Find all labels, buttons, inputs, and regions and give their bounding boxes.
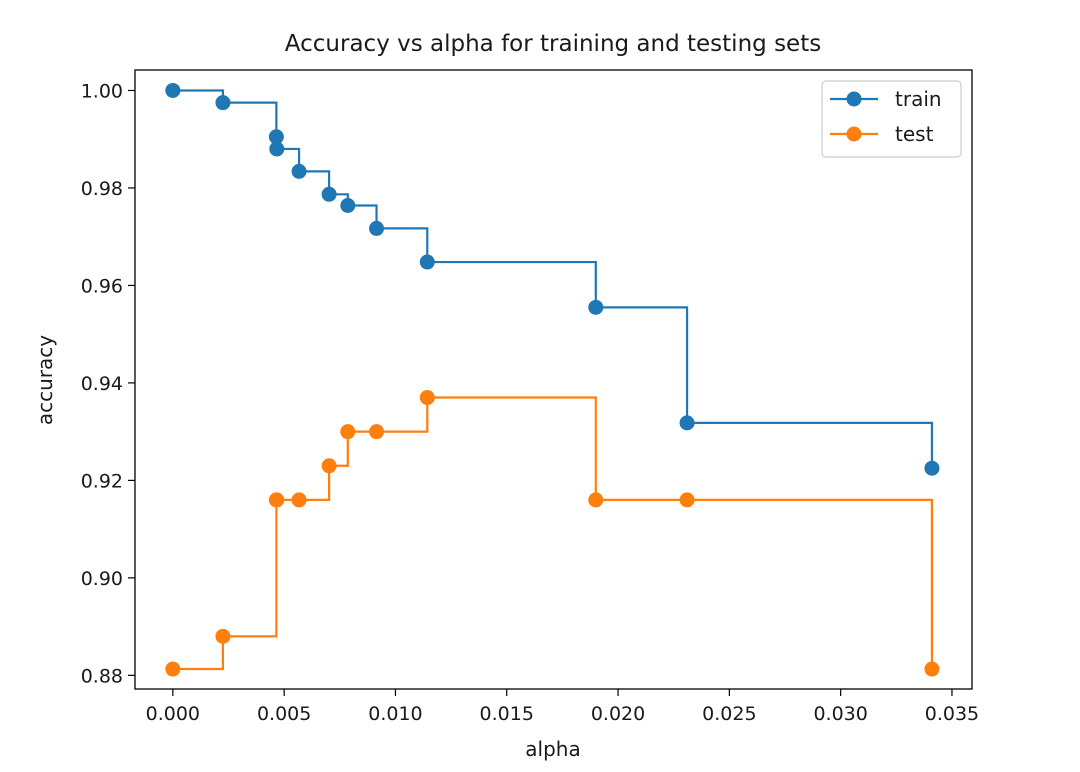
data-point-test xyxy=(369,424,385,440)
data-point-test xyxy=(269,492,285,508)
series-line-train xyxy=(172,89,934,469)
series-line-test xyxy=(172,396,934,671)
data-point-test xyxy=(588,492,604,508)
legend: train test xyxy=(821,80,962,158)
data-point-test xyxy=(419,390,435,406)
data-point-test xyxy=(679,492,695,508)
data-point-test xyxy=(215,628,231,644)
y-tick-label: 1.00 xyxy=(81,80,123,102)
x-tick-label: 0.025 xyxy=(702,703,756,725)
x-tick-label: 0.030 xyxy=(813,703,867,725)
x-tick-label: 0.035 xyxy=(925,703,979,725)
data-point-train xyxy=(924,460,940,476)
data-point-train xyxy=(321,186,337,202)
x-tick-label: 0.005 xyxy=(257,703,311,725)
data-point-train xyxy=(165,82,181,98)
data-point-test xyxy=(340,424,356,440)
plot-area-frame xyxy=(134,69,973,690)
data-point-train xyxy=(340,197,356,213)
data-point-test xyxy=(165,661,181,677)
data-point-test xyxy=(291,492,307,508)
data-point-train xyxy=(269,141,285,157)
x-tick-label: 0.020 xyxy=(591,703,645,725)
data-point-train xyxy=(215,95,231,111)
x-tick-label: 0.010 xyxy=(368,703,422,725)
data-point-train xyxy=(369,220,385,236)
x-tick-label: 0.000 xyxy=(146,703,200,725)
data-point-train xyxy=(679,415,695,431)
series-layer xyxy=(165,82,940,677)
x-tick-label: 0.015 xyxy=(480,703,534,725)
chart-title: Accuracy vs alpha for training and testi… xyxy=(285,31,821,57)
x-axis: 0.000 0.005 0.010 0.015 0.020 0.025 0.030 0.035 xyxy=(146,689,979,725)
data-point-train xyxy=(419,254,435,270)
legend-label-test: test xyxy=(895,122,934,146)
data-point-train xyxy=(268,129,284,145)
legend-label-train: train xyxy=(895,87,942,111)
y-tick-label: 0.88 xyxy=(81,665,123,687)
x-axis-label: alpha xyxy=(525,737,580,761)
y-axis-label: accuracy xyxy=(33,335,57,425)
data-point-train xyxy=(291,163,307,179)
data-point-train xyxy=(588,299,604,315)
y-tick-label: 0.96 xyxy=(81,275,123,297)
y-tick-label: 0.94 xyxy=(81,373,123,395)
legend-marker-test xyxy=(846,126,862,142)
y-tick-label: 0.92 xyxy=(81,470,123,492)
y-tick-label: 0.90 xyxy=(81,568,123,590)
legend-marker-train xyxy=(846,91,862,107)
y-axis: 0.88 0.90 0.92 0.94 0.96 0.98 1.00 xyxy=(81,80,135,687)
y-tick-label: 0.98 xyxy=(81,178,123,200)
data-point-test xyxy=(924,661,940,677)
data-point-test xyxy=(321,458,337,474)
